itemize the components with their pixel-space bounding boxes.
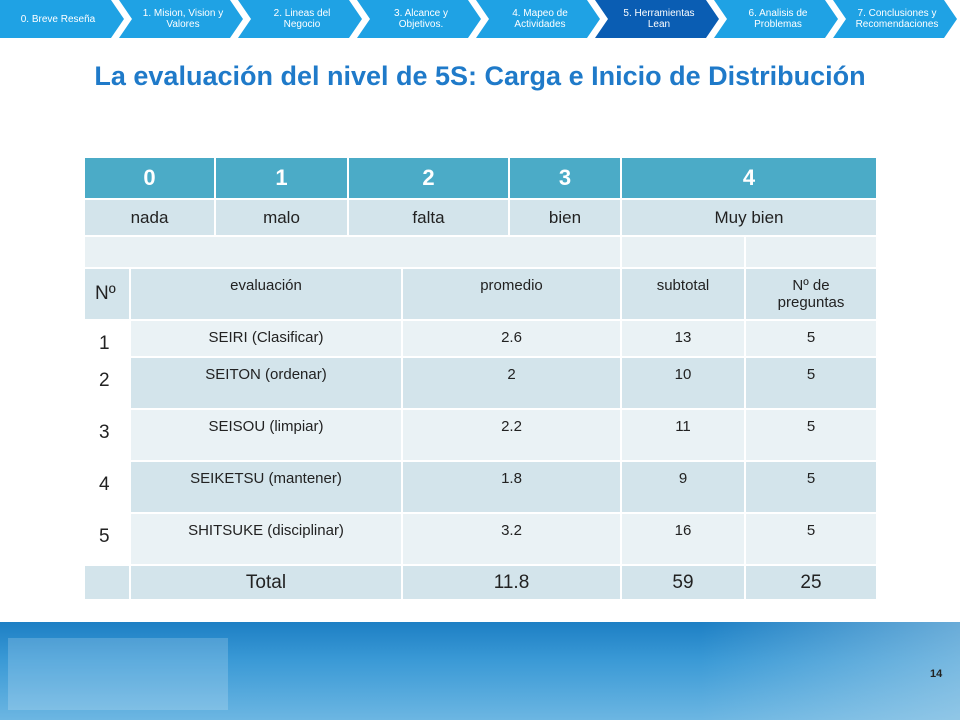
column-header: Nº de preguntas	[745, 268, 877, 320]
nav-tab[interactable]: 0. Breve Reseña	[0, 0, 124, 38]
scale-label: malo	[215, 199, 348, 236]
table-cell: 5	[745, 320, 877, 357]
scale-label: falta	[348, 199, 509, 236]
row-number: 5	[84, 513, 130, 565]
total-promedio: 11.8	[402, 565, 621, 600]
table-cell: SEIKETSU (mantener)	[130, 461, 402, 513]
slide-title: La evaluación del nivel de 5S: Carga e I…	[94, 61, 866, 91]
scale-value: 1	[215, 157, 348, 199]
table-cell: 2.6	[402, 320, 621, 357]
table-cell: SEITON (ordenar)	[130, 357, 402, 409]
table-cell: 5	[745, 461, 877, 513]
column-header: evaluación	[130, 268, 402, 320]
nav-tab[interactable]: 7. Conclusiones y Recomendaciones	[833, 0, 957, 38]
table-cell: 3.2	[402, 513, 621, 565]
table-cell: 9	[621, 461, 745, 513]
table-cell: 5	[745, 513, 877, 565]
page-number: 14	[930, 668, 943, 680]
table-cell: 16	[621, 513, 745, 565]
table-cell: 5	[745, 357, 877, 409]
table-cell: 2	[402, 357, 621, 409]
spacer	[745, 236, 877, 268]
row-number: 3	[84, 409, 130, 461]
column-header: promedio	[402, 268, 621, 320]
table-cell: 13	[621, 320, 745, 357]
table-cell: 1.8	[402, 461, 621, 513]
scale-label: Muy bien	[621, 199, 877, 236]
footer-box	[8, 638, 228, 710]
scale-label: bien	[509, 199, 621, 236]
table-cell: SEIRI (Clasificar)	[130, 320, 402, 357]
nav-tab[interactable]: 4. Mapeo de Actividades	[476, 0, 600, 38]
scale-value: 3	[509, 157, 621, 199]
total-label: Total	[130, 565, 402, 600]
nav-tab[interactable]: 3. Alcance y Objetivos.	[357, 0, 481, 38]
scale-value: 2	[348, 157, 509, 199]
spacer	[621, 236, 745, 268]
scale-label: nada	[84, 199, 215, 236]
nav-tab[interactable]: 2. Lineas del Negocio	[238, 0, 362, 38]
row-number: 2	[84, 357, 130, 409]
table-cell: 5	[745, 409, 877, 461]
footer-banner	[0, 622, 960, 720]
table-cell: SEISOU (limpiar)	[130, 409, 402, 461]
footer-shade	[700, 622, 960, 720]
total-empty	[84, 565, 130, 600]
row-number: 4	[84, 461, 130, 513]
table-cell: 2.2	[402, 409, 621, 461]
column-header: subtotal	[621, 268, 745, 320]
scale-value: 0	[84, 157, 215, 199]
spacer	[84, 236, 621, 268]
column-header: Nº	[84, 268, 130, 320]
nav-tab[interactable]: 1. Mision, Vision y Valores	[119, 0, 243, 38]
table-cell: SHITSUKE (disciplinar)	[130, 513, 402, 565]
total-preguntas: 25	[745, 565, 877, 600]
row-number: 1	[84, 320, 130, 357]
total-subtotal: 59	[621, 565, 745, 600]
table-cell: 11	[621, 409, 745, 461]
table-cell: 10	[621, 357, 745, 409]
nav-tab[interactable]: 6. Analisis de Problemas	[714, 0, 838, 38]
scale-value: 4	[621, 157, 877, 199]
nav-tab[interactable]: 5. Herramientas Lean	[595, 0, 719, 38]
